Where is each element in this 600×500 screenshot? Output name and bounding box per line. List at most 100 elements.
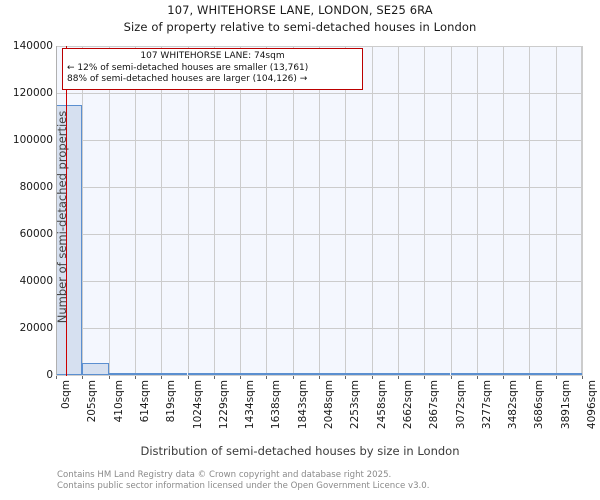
x-axis-tick-label: 2048sqm [323, 380, 335, 430]
x-axis-tick-mark [187, 376, 189, 379]
x-axis-tick-mark [529, 376, 531, 379]
annotation-line-larger: 88% of semi-detached houses are larger (… [67, 74, 308, 85]
x-axis-tick-label: 2253sqm [349, 380, 362, 430]
y-axis-tick-label: 100000 [12, 134, 53, 146]
histogram-bar [56, 105, 83, 375]
y-axis-tick-label: 80000 [19, 181, 53, 193]
x-axis-tick-label: 3072sqm [454, 380, 467, 430]
x-axis-tick-label: 205sqm [86, 380, 99, 423]
y-axis-spine [56, 46, 57, 376]
histogram-bar [397, 373, 425, 375]
histogram-bar [240, 373, 267, 375]
gridline-vertical [345, 46, 347, 375]
histogram-bar [529, 373, 556, 375]
gridline-horizontal [56, 328, 582, 329]
gridline-vertical [397, 46, 399, 375]
property-annotation-box: 107 WHITEHORSE LANE: 74sqm ← 12% of semi… [62, 48, 363, 90]
footer-line-1: Contains HM Land Registry data © Crown c… [57, 470, 392, 480]
property-size-marker-line [65, 46, 67, 376]
gridline-vertical [582, 46, 583, 375]
x-axis-tick-label: 819sqm [165, 380, 178, 423]
gridline-vertical [161, 46, 163, 375]
gridline-vertical [450, 46, 452, 375]
annotation-line-property: 107 WHITEHORSE LANE: 74sqm [140, 51, 285, 61]
gridline-vertical [134, 46, 136, 375]
x-axis-tick-mark [108, 376, 110, 379]
gridline-vertical [424, 46, 426, 375]
y-axis-tick-label: 0 [46, 369, 53, 381]
y-axis-tick-label: 140000 [12, 40, 53, 52]
histogram-bar [503, 373, 530, 375]
chart-title: 107, WHITEHORSE LANE, LONDON, SE25 6RA [167, 3, 433, 17]
y-axis-ticks: 0 20000 40000 60000 80000 100000 120000 140000 [0, 0, 53, 500]
histogram-bar [108, 373, 135, 375]
histogram-bar [555, 373, 582, 375]
gridline-vertical [371, 46, 373, 375]
y-axis-tick-label: 120000 [12, 87, 53, 99]
chart-subtitle: Size of property relative to semi-detach… [123, 20, 477, 34]
x-axis-tick-mark [134, 376, 136, 379]
x-axis-tick-mark [82, 376, 84, 379]
x-axis-label: Distribution of semi-detached houses by … [140, 444, 460, 458]
y-axis-tick-label: 60000 [19, 228, 53, 240]
x-axis-tick-mark [161, 376, 163, 379]
footer-line-2: Contains public sector information licen… [57, 480, 430, 491]
histogram-bar [266, 373, 293, 375]
x-axis-tick-label: 3686sqm [533, 380, 546, 430]
histogram-bar [450, 373, 477, 375]
histogram-bar [292, 373, 319, 375]
x-axis-tick-mark [56, 376, 57, 379]
gridline-horizontal [56, 234, 582, 235]
histogram-bar [213, 373, 241, 375]
gridline-horizontal [56, 187, 582, 188]
x-axis-tick-mark [240, 376, 242, 379]
gridline-vertical [187, 46, 189, 375]
gridline-vertical [82, 46, 84, 375]
x-axis-tick-mark [371, 376, 373, 379]
x-axis-tick-label: 2867sqm [428, 380, 441, 430]
gridline-vertical [476, 46, 478, 375]
histogram-bar [476, 373, 504, 375]
gridline-vertical [240, 46, 242, 375]
x-axis-tick-label: 1843sqm [296, 380, 309, 430]
x-axis-tick-label: 614sqm [138, 380, 151, 423]
x-axis-tick-mark [424, 376, 426, 379]
x-axis-tick-label: 0sqm [60, 380, 72, 410]
x-axis-tick-mark [450, 376, 452, 379]
histogram-bar [82, 363, 109, 375]
histogram-bar [371, 373, 398, 375]
x-axis-tick-label: 2662sqm [401, 380, 414, 430]
gridline-vertical [319, 46, 320, 375]
x-axis-tick-label: 1638sqm [270, 380, 283, 430]
x-axis-tick-mark [503, 376, 505, 379]
x-axis-tick-mark [582, 376, 583, 379]
gridline-vertical [292, 46, 294, 375]
histogram-bar [345, 373, 372, 375]
x-axis-tick-label: 410sqm [112, 380, 125, 423]
histogram-bar [134, 373, 162, 375]
x-axis-tick-label: 2458sqm [375, 380, 388, 430]
x-axis-tick-label: 1024sqm [191, 380, 204, 430]
x-axis-tick-label: 1229sqm [217, 380, 230, 430]
y-axis-tick-label: 20000 [19, 322, 53, 334]
histogram-bar [319, 373, 346, 375]
x-axis-tick-label: 3482sqm [507, 380, 520, 430]
gridline-vertical [213, 46, 215, 375]
gridline-horizontal [56, 93, 582, 94]
x-axis-tick-mark [397, 376, 399, 379]
x-axis-tick-mark [292, 376, 294, 379]
histogram-bar [424, 373, 451, 375]
x-axis-tick-mark [555, 376, 557, 379]
gridline-horizontal [56, 281, 582, 282]
x-axis-tick-mark [266, 376, 268, 379]
gridline-vertical [503, 46, 505, 375]
histogram-bar [161, 373, 188, 375]
x-axis-tick-label: 3891sqm [559, 380, 572, 430]
gridline-horizontal [56, 46, 582, 47]
x-axis-spine [56, 375, 583, 376]
gridline-vertical [108, 46, 110, 375]
x-axis-tick-mark [213, 376, 215, 379]
x-axis-tick-label: 3277sqm [480, 380, 493, 430]
x-axis-tick-mark [476, 376, 478, 379]
